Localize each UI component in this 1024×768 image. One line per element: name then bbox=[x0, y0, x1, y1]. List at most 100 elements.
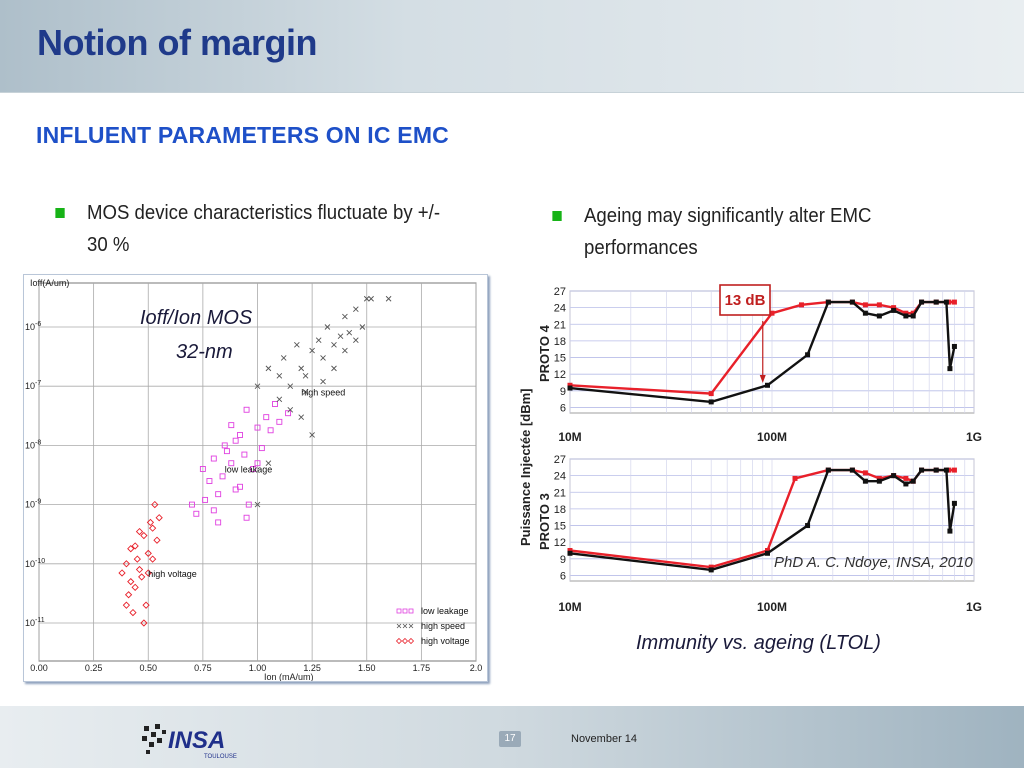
scatter-point-high-voltage bbox=[138, 573, 146, 581]
scatter-point-high-speed bbox=[331, 342, 337, 348]
scatter-point-high-speed bbox=[342, 313, 348, 320]
y-tick-label: 27 bbox=[554, 454, 566, 466]
series-point bbox=[891, 305, 897, 311]
series-point bbox=[933, 467, 939, 473]
bullet-right-text: Ageing may significantly alter EMC perfo… bbox=[584, 205, 872, 259]
series-point bbox=[910, 313, 916, 319]
scatter-point-high-speed bbox=[324, 324, 331, 330]
scatter-point-high-speed bbox=[265, 460, 272, 467]
scatter-point-high-voltage bbox=[127, 545, 135, 553]
series-point bbox=[876, 478, 882, 484]
scatter-point-high-voltage bbox=[131, 583, 139, 591]
scatter-point-low-leakage bbox=[232, 486, 239, 493]
x-tick-label: 10M bbox=[558, 600, 581, 614]
series-point bbox=[567, 548, 573, 553]
scatter-point-high-speed bbox=[368, 295, 374, 302]
series-point bbox=[919, 299, 925, 305]
scatter-point-low-leakage bbox=[243, 406, 250, 413]
y-tick-label: 27 bbox=[554, 286, 566, 298]
scatter-point-low-leakage bbox=[206, 478, 213, 484]
legend-marker bbox=[402, 623, 408, 629]
scatter-point-low-leakage bbox=[258, 445, 265, 452]
scatter-point-high-speed bbox=[353, 337, 359, 343]
ioff-ion-chart: 0.00 0.25 0.50 0.75 1.00 1.25 1.50 1.75 2.0 10-6 1… bbox=[23, 274, 488, 682]
scatter-point-high-speed bbox=[287, 406, 294, 413]
scatter-point-low-leakage bbox=[245, 501, 252, 508]
y-tick-label: 12 bbox=[554, 369, 566, 381]
annotation-label: 13 dB bbox=[725, 292, 766, 309]
scatter-point-low-leakage bbox=[223, 448, 230, 455]
legend-marker bbox=[407, 637, 415, 645]
series-point bbox=[876, 302, 882, 308]
scatter-point-high-speed bbox=[276, 372, 283, 379]
y-tick-label: 21 bbox=[554, 487, 566, 499]
caption-ioff-ion: Ioff/Ion MOS bbox=[140, 307, 253, 329]
x-tick-label: 10M bbox=[558, 430, 581, 444]
y-tick-label: 15 bbox=[554, 353, 566, 365]
scatter-point-high-voltage bbox=[144, 569, 152, 577]
series-point bbox=[903, 481, 909, 487]
y-tick-label: 9 bbox=[560, 386, 566, 398]
y-tick-label: 6 bbox=[560, 402, 566, 414]
y-tick-label: 10-7 bbox=[25, 380, 41, 391]
chart-annotation: high voltage bbox=[148, 569, 197, 579]
page-number: 17 bbox=[499, 731, 521, 747]
series-point bbox=[951, 343, 957, 349]
series-point bbox=[910, 478, 916, 484]
caption-immunity: Immunity vs. ageing (LTOL) bbox=[636, 632, 881, 654]
scatter-point-high-voltage bbox=[122, 601, 131, 609]
series-line bbox=[569, 468, 956, 572]
series-point bbox=[805, 352, 811, 358]
scatter-point-high-voltage bbox=[129, 608, 137, 617]
x-tick-label: 1.50 bbox=[358, 663, 376, 673]
scatter-point-high-voltage bbox=[148, 555, 157, 563]
x-tick-label: 2.0 bbox=[470, 663, 483, 673]
scatter-point-low-leakage bbox=[193, 510, 200, 517]
scatter-point-high-speed bbox=[337, 333, 344, 339]
series-point bbox=[862, 470, 868, 476]
scatter-point-high-speed bbox=[280, 355, 287, 361]
panel-label: PROTO 3 bbox=[537, 493, 552, 550]
scatter-point-high-voltage bbox=[153, 536, 161, 544]
legend-marker bbox=[402, 608, 408, 614]
y-tick-label: 18 bbox=[554, 504, 566, 516]
series-point bbox=[910, 310, 916, 316]
y-tick-label: 18 bbox=[554, 336, 566, 348]
y-tick-label: 12 bbox=[554, 537, 566, 549]
series-point bbox=[933, 299, 939, 305]
series-point bbox=[862, 478, 868, 484]
scatter-point-high-voltage bbox=[142, 601, 150, 609]
x-tick-label: 100M bbox=[757, 600, 787, 614]
scatter-point-high-speed bbox=[385, 295, 392, 302]
y-tick-label: 15 bbox=[554, 521, 566, 533]
title-bar bbox=[0, 0, 1024, 93]
logo-subtext: TOULOUSE bbox=[204, 754, 237, 760]
scatter-point-low-leakage bbox=[241, 451, 248, 458]
series-point bbox=[919, 467, 925, 473]
legend-marker bbox=[396, 623, 402, 629]
insa-logo: INSA TOULOUSE bbox=[142, 724, 237, 760]
series-point bbox=[799, 302, 805, 308]
x-tick-label: 1G bbox=[966, 600, 982, 614]
series-point bbox=[903, 475, 909, 481]
series-point bbox=[849, 299, 855, 305]
x-tick-label: 0.00 bbox=[30, 663, 48, 673]
series-point bbox=[891, 473, 897, 479]
scatter-point-low-leakage bbox=[199, 466, 206, 472]
scatter-point-low-leakage bbox=[228, 460, 235, 467]
series-point bbox=[891, 307, 897, 313]
scatter-point-high-speed bbox=[276, 396, 283, 403]
scatter-point-low-leakage bbox=[210, 455, 217, 462]
scatter-point-high-speed bbox=[298, 365, 305, 372]
scatter-point-high-voltage bbox=[151, 500, 159, 509]
series-point bbox=[862, 310, 868, 316]
series-point bbox=[903, 310, 909, 316]
immunity-plot: 6 9 12 15 18 21 24 27 10M 100M 1G PROTO 4 6 9 12 15 18 21… bbox=[518, 284, 982, 614]
ioff-ion-plot: 0.00 0.25 0.50 0.75 1.00 1.25 1.50 1.75 2.0 10-6 1… bbox=[25, 278, 483, 682]
series-point bbox=[849, 467, 855, 473]
x-tick-label: 1G bbox=[966, 430, 982, 444]
y-tick-label: 10-10 bbox=[25, 558, 45, 569]
bullet-square-icon bbox=[552, 211, 562, 221]
scatter-point-high-speed bbox=[346, 329, 353, 336]
series-point bbox=[708, 391, 714, 397]
